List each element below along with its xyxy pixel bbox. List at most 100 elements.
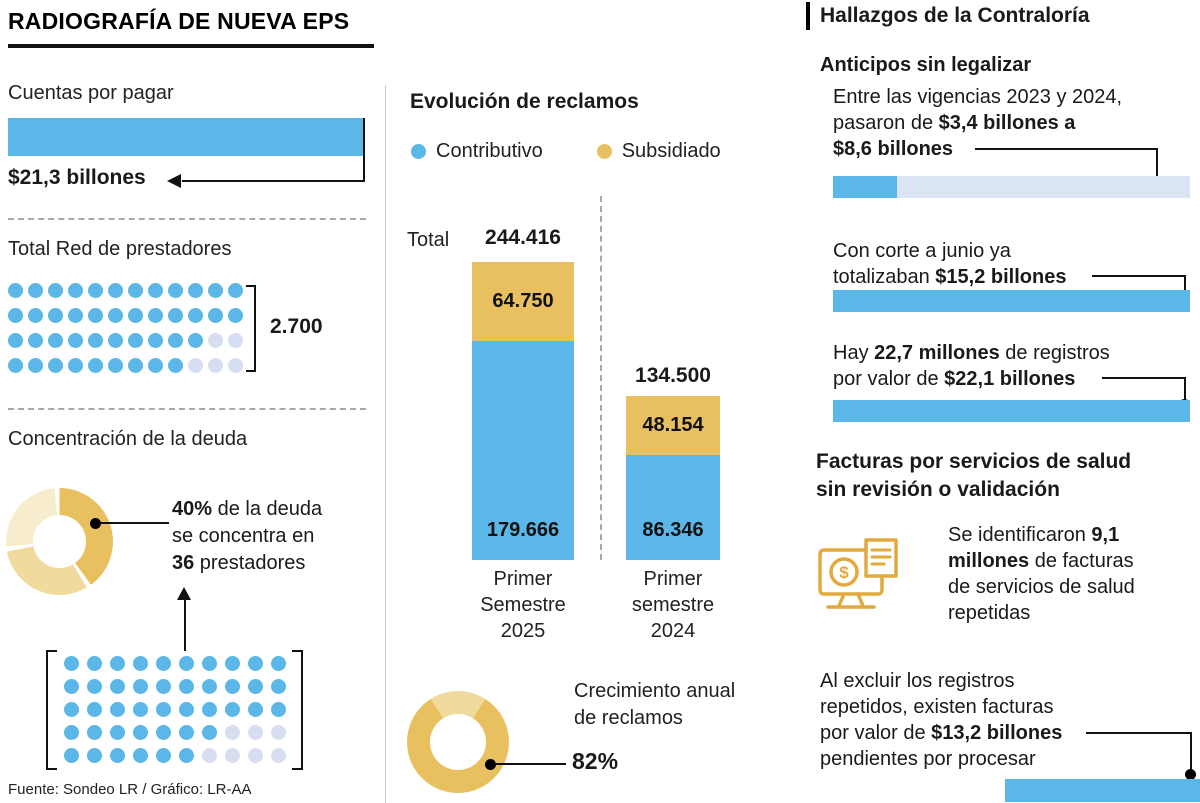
dot-faded [188,358,203,373]
dot [148,283,163,298]
dot [148,333,163,348]
facturas-title: Facturas por servicios de salud sin revi… [816,450,1132,501]
text-segment: Entre las vigencias 2023 y 2024, pasaron… [833,86,1123,134]
bracket-tick [246,285,254,287]
dot [148,308,163,323]
dot [110,748,125,763]
dot [128,308,143,323]
text-segment: de registros por valor de [833,342,1110,390]
legend-item-contributivo: Contributivo [411,140,543,163]
contraloria-title: Hallazgos de la Contraloría [820,4,1090,27]
dot [64,656,79,671]
total-word-label: Total [407,229,450,251]
facturas-pendientes-bar [1005,779,1200,802]
contributivo-segment-2025: 179.666 [472,341,574,560]
dot [202,679,217,694]
bracket-line [254,285,256,372]
dot [228,283,243,298]
dot-row [64,702,286,717]
red-prestadores-value: 2.700 [270,315,323,338]
dot [110,725,125,740]
dot-row [8,333,243,348]
marker-dot [90,518,101,529]
dot [202,725,217,740]
dot-faded [208,358,223,373]
anticipos-bar-segment [833,176,897,198]
marker-dot [485,759,496,770]
dot-faded [225,748,240,763]
dot [225,679,240,694]
dot [68,358,83,373]
registros-bar [833,400,1190,422]
dot [88,333,103,348]
dot [133,725,148,740]
dot [108,308,123,323]
dot-row [8,283,243,298]
text-segment: $15,2 billones [935,266,1067,288]
bracket-tick [292,650,301,652]
dot [108,283,123,298]
dot [8,333,23,348]
dot [225,702,240,717]
legend-label-subsidiado: Subsidiado [621,140,721,162]
dot-row [64,679,286,694]
arrow-left-icon [167,174,181,188]
subsidiado-dot-icon [596,144,612,159]
subsidiado-segment-2025: 64.750 [472,262,574,341]
facturas-paragraph-1: Se identificaron 9,1 millones de factura… [948,522,1135,626]
anticipos-title: Anticipos sin legalizar [820,54,1032,76]
connector-line [494,763,566,765]
dot [248,679,263,694]
dot [48,358,63,373]
dot [188,283,203,298]
stacked-bar-2025: 64.750 179.666 [472,262,574,560]
dashed-separator [8,408,366,410]
connector-line [1190,732,1192,776]
dot [48,283,63,298]
invoice-monitor-icon: $ [818,538,898,609]
dot [271,679,286,694]
dot [133,702,148,717]
dot [168,283,183,298]
legend-item-subsidiado: Subsidiado [596,140,721,163]
connector-line [182,180,365,182]
red-prestadores-label: Total Red de prestadores [8,238,232,260]
dot [156,725,171,740]
deuda-label: Concentración de la deuda [8,428,248,450]
column-divider [385,85,386,803]
dot [68,283,83,298]
dot [156,679,171,694]
text-segment: Al excluir los registros repetidos, exis… [820,670,1054,744]
crecimiento-label: Crecimiento anual de reclamos [574,680,736,729]
dot [202,702,217,717]
dot [110,702,125,717]
dot-faded [202,748,217,763]
category-label-2025: Primer Semestre 2025 [480,568,566,642]
dot [248,702,263,717]
dot [108,358,123,373]
text-segment: de facturas de servicios de salud repeti… [948,550,1135,624]
dot [64,679,79,694]
crecimiento-donut-chart [407,691,509,793]
dot [68,308,83,323]
dot [208,308,223,323]
text-segment: 36 [172,552,195,574]
dot [28,333,43,348]
bracket-line [301,650,303,770]
deuda-callout-text: 40% de la deuda se concentra en 36 prest… [172,496,397,577]
dot-faded [225,725,240,740]
connector-line [1092,275,1186,277]
bracket-tick [246,370,254,372]
connector-line [363,118,365,182]
infographic-title: RADIOGRAFÍA DE NUEVA EPS [8,8,350,34]
dot-faded [208,333,223,348]
dot [188,308,203,323]
dot [87,725,102,740]
dot [156,656,171,671]
bracket-line [46,650,48,770]
connector-line [99,522,169,524]
stacked-bar-2024: 48.154 86.346 [626,396,720,560]
dot [110,656,125,671]
contributivo-dot-icon [411,144,426,159]
